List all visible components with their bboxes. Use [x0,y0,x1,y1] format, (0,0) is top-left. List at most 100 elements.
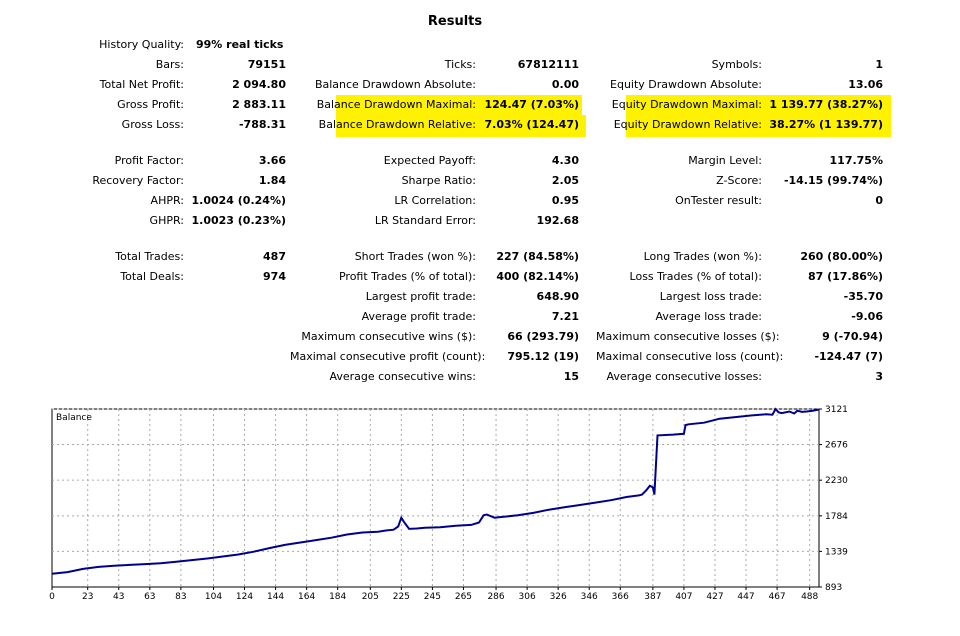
total-deals-label: Total Deals: [120,270,184,283]
x-tick-label: 407 [675,592,692,602]
balance-series-line [51,407,820,575]
balance-drawdown-maximal-label: Balance Drawdown Maximal: [316,98,476,111]
x-tick-label: 63 [144,592,155,602]
chart-title: Balance [56,413,92,423]
maximal-consecutive-profit-label: Maximal consecutive profit (count): [290,350,486,363]
ghpr-value: 1.0023 (0.23%) [191,214,287,227]
x-tick-label: 184 [329,592,346,602]
y-tick-label: 1784 [825,512,848,522]
equity-drawdown-highlight [626,95,891,115]
max-consecutive-losses-label: Maximum consecutive losses ($): [596,330,780,343]
lr-standard-error-value: 192.68 [536,214,579,227]
x-tick-label: 346 [581,592,598,602]
average-consecutive-losses-label: Average consecutive losses: [606,370,762,383]
symbols-label: Symbols: [711,58,762,71]
average-consecutive-losses-value: 3 [875,370,883,383]
largest-loss-trade-value: -35.70 [843,290,883,303]
total-net-profit-label: Total Net Profit: [99,78,184,91]
total-deals-value: 974 [263,270,286,283]
x-tick-label: 326 [550,592,567,602]
total-trades-value: 487 [263,250,286,263]
x-tick-label: 245 [424,592,441,602]
expected-payoff-value: 4.30 [551,154,579,167]
results-title: Results [427,14,483,29]
margin-level-label: Margin Level: [688,154,762,167]
average-loss-trade-value: -9.06 [851,310,883,323]
balance-drawdown-maximal-value: 124.47 (7.03%) [484,98,580,111]
x-tick-label: 366 [612,592,629,602]
margin-level-value: 117.75% [829,154,883,167]
balance-drawdown-relative-value: 7.03% (124.47) [484,118,580,131]
balance-chart: 0 23 43 63 83 104 124 144 164 184 205 225 245 265 286 3… [0,400,960,633]
average-loss-trade-label: Average loss trade: [655,310,762,323]
chart-y-axis: 3121 2676 2230 1784 1339 893 [819,405,848,593]
x-tick-label: 467 [768,592,785,602]
equity-drawdown-relative-label: Equity Drawdown Relative: [613,118,762,131]
x-tick-label: 286 [487,592,504,602]
equity-drawdown-maximal-label: Equity Drawdown Maximal: [611,98,762,111]
balance-drawdown-highlight [336,95,582,115]
y-tick-label: 893 [825,583,842,593]
equity-drawdown-absolute-value: 13.06 [848,78,883,91]
x-tick-label: 447 [737,592,754,602]
maximal-consecutive-loss-value: -124.47 (7) [814,350,883,363]
maximal-consecutive-profit-value: 795.12 (19) [507,350,579,363]
balance-drawdown-absolute-label: Balance Drawdown Absolute: [314,78,476,91]
largest-profit-trade-value: 648.90 [536,290,579,303]
ahpr-value: 1.0024 (0.24%) [191,194,287,207]
chart-plot-frame [51,408,820,588]
balance-drawdown-relative-label: Balance Drawdown Relative: [318,118,476,131]
profit-trades-label: Profit Trades (% of total): [338,270,476,283]
max-consecutive-wins-value: 66 (293.79) [507,330,579,343]
x-tick-label: 387 [644,592,661,602]
x-tick-label: 306 [519,592,536,602]
total-net-profit-value: 2 094.80 [232,78,286,91]
x-tick-label: 225 [393,592,410,602]
history-quality-label: History Quality: [99,38,184,51]
ticks-label: Ticks: [444,58,476,71]
x-tick-label: 104 [205,592,222,602]
ontester-result-label: OnTester result: [675,194,762,207]
x-tick-label: 205 [362,592,379,602]
gross-profit-value: 2 883.11 [232,98,286,111]
symbols-value: 1 [875,58,883,71]
bars-label: Bars: [155,58,184,71]
ontester-result-value: 0 [875,194,883,207]
ahpr-label: AHPR: [150,194,184,207]
x-tick-label: 265 [455,592,472,602]
equity-drawdown-relative-value: 38.27% (1 139.77) [769,118,883,131]
equity-drawdown-absolute-label: Equity Drawdown Absolute: [610,78,762,91]
balance-drawdown-absolute-value: 0.00 [551,78,579,91]
z-score-value: -14.15 (99.74%) [783,174,883,187]
sharpe-ratio-value: 2.05 [551,174,579,187]
average-consecutive-wins-label: Average consecutive wins: [329,370,476,383]
y-tick-label: 2230 [825,476,848,486]
x-tick-label: 427 [706,592,723,602]
largest-loss-trade-label: Largest loss trade: [659,290,762,303]
average-consecutive-wins-value: 15 [563,370,579,383]
lr-correlation-label: LR Correlation: [394,194,476,207]
short-trades-value: 227 (84.58%) [496,250,579,263]
y-tick-label: 3121 [825,405,848,415]
ticks-value: 67812111 [517,58,579,71]
x-tick-label: 83 [175,592,186,602]
max-consecutive-wins-label: Maximum consecutive wins ($): [301,330,476,343]
recovery-factor-value: 1.84 [258,174,286,187]
profit-factor-label: Profit Factor: [114,154,184,167]
long-trades-value: 260 (80.00%) [800,250,883,263]
x-tick-label: 124 [236,592,253,602]
ghpr-label: GHPR: [149,214,184,227]
z-score-label: Z-Score: [716,174,762,187]
lr-standard-error-label: LR Standard Error: [374,214,476,227]
chart-x-axis: 0 23 43 63 83 104 124 144 164 184 205 225 245 265 286 3… [49,587,819,602]
long-trades-label: Long Trades (won %): [643,250,762,263]
sharpe-ratio-label: Sharpe Ratio: [401,174,476,187]
max-consecutive-losses-value: 9 (-70.94) [822,330,883,343]
equity-drawdown-maximal-value: 1 139.77 (38.27%) [769,98,883,111]
short-trades-label: Short Trades (won %): [354,250,476,263]
balance-chart-svg: 0 23 43 63 83 104 124 144 164 184 205 225 245 265 286 3… [49,405,848,602]
x-tick-label: 164 [298,592,315,602]
average-profit-trade-label: Average profit trade: [361,310,476,323]
largest-profit-trade-label: Largest profit trade: [365,290,476,303]
x-tick-label: 0 [49,592,55,602]
